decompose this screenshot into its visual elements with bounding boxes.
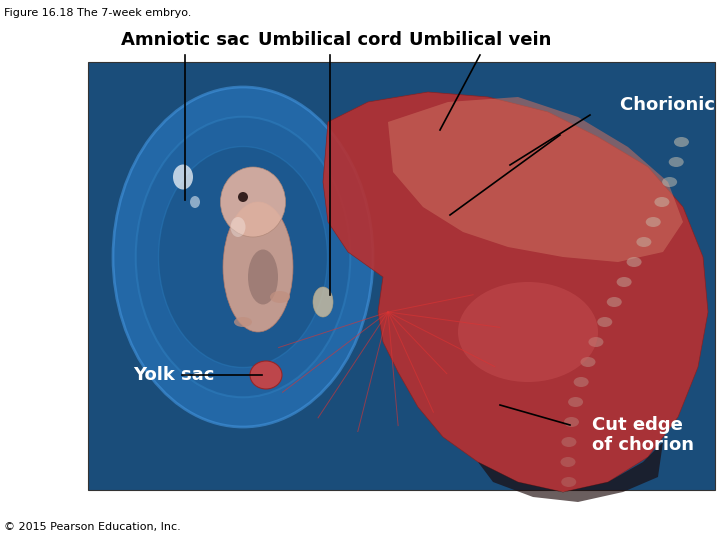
Ellipse shape [136,117,350,397]
Text: Cut edge
of chorion: Cut edge of chorion [592,416,694,454]
Text: © 2015 Pearson Education, Inc.: © 2015 Pearson Education, Inc. [4,522,181,532]
Ellipse shape [561,477,576,487]
Ellipse shape [190,196,200,208]
Ellipse shape [458,282,598,382]
Polygon shape [323,92,708,492]
Text: Chorionic villi: Chorionic villi [620,96,720,114]
Ellipse shape [607,297,622,307]
Ellipse shape [158,146,328,368]
Text: Figure 16.18 The 7-week embryo.: Figure 16.18 The 7-week embryo. [4,8,192,18]
Ellipse shape [669,157,684,167]
Ellipse shape [562,437,577,447]
Ellipse shape [662,177,677,187]
Bar [88,62,715,490]
Circle shape [238,192,248,202]
Ellipse shape [588,337,603,347]
Ellipse shape [598,317,612,327]
Ellipse shape [636,237,652,247]
Text: Yolk sac: Yolk sac [133,366,215,384]
Ellipse shape [574,377,589,387]
Text: Umbilical vein: Umbilical vein [409,31,552,49]
Ellipse shape [616,277,631,287]
Ellipse shape [626,257,642,267]
Ellipse shape [223,202,293,332]
Ellipse shape [654,197,670,207]
Ellipse shape [568,397,583,407]
Ellipse shape [560,457,575,467]
Ellipse shape [220,167,286,237]
Ellipse shape [234,317,252,327]
Ellipse shape [646,217,661,227]
Ellipse shape [674,137,689,147]
Ellipse shape [250,361,282,389]
Ellipse shape [564,417,579,427]
Ellipse shape [270,291,290,303]
Polygon shape [478,442,663,502]
Text: Amniotic sac: Amniotic sac [121,31,249,49]
Polygon shape [388,97,683,262]
Ellipse shape [248,249,278,305]
Text: Umbilical cord: Umbilical cord [258,31,402,49]
Ellipse shape [580,357,595,367]
Ellipse shape [113,87,373,427]
Ellipse shape [313,287,333,317]
Ellipse shape [173,165,193,190]
Ellipse shape [230,217,246,237]
